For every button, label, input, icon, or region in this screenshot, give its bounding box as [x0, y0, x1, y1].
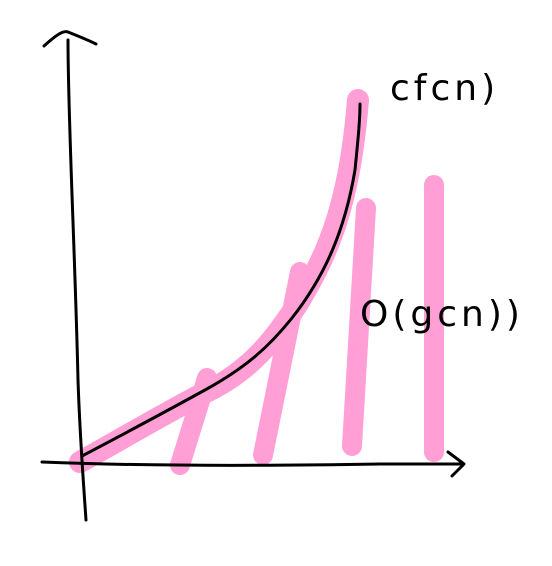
x-axis	[40, 460, 464, 467]
x-axis-arrowhead	[446, 450, 466, 478]
curve-cfn	[80, 102, 362, 458]
shaded-region	[69, 89, 444, 475]
y-axis	[66, 38, 88, 522]
region-label: O(gcn))	[360, 294, 524, 335]
axes	[40, 30, 466, 522]
curve-label: cfcn)	[390, 68, 499, 109]
y-axis-arrowhead	[42, 30, 98, 48]
highlight-stroke-3	[342, 198, 376, 456]
